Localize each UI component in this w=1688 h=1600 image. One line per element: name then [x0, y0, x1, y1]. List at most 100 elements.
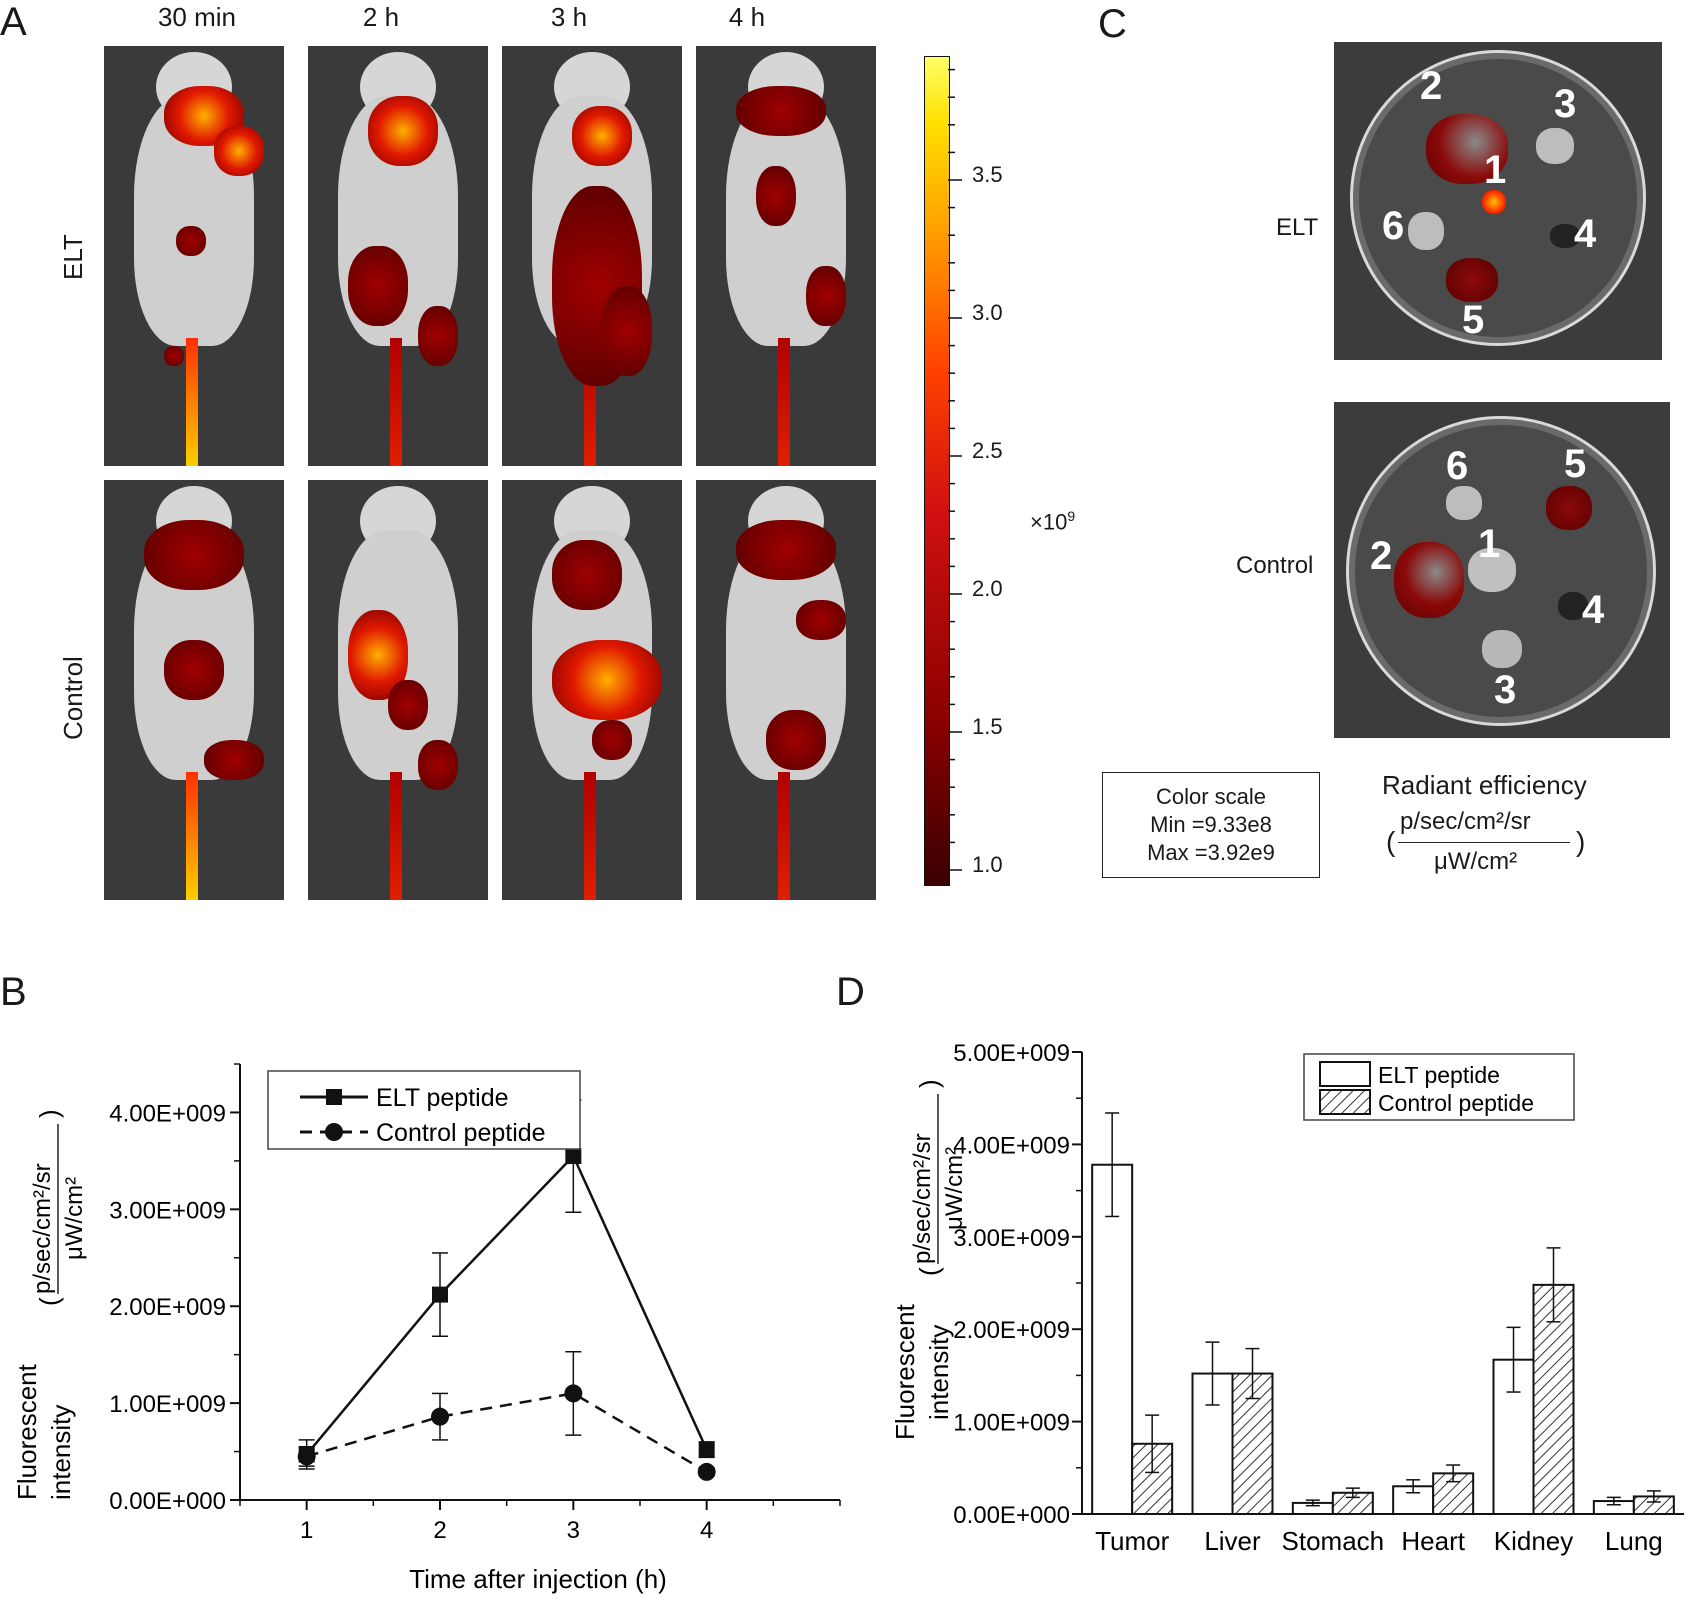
organ-number-elt-4: 4 [1574, 212, 1597, 256]
fluorescence-signal [736, 86, 826, 136]
fluorescence-signal [348, 246, 408, 326]
mouse-tail [390, 338, 402, 466]
chart-b-y-tick-label: 4.00E+009 [109, 1100, 226, 1127]
fluorescence-signal [164, 346, 184, 366]
radiant-efficiency-title: Radiant efficiency [1382, 770, 1587, 800]
chart-d-y-tick-label: 1.00E+009 [953, 1410, 1070, 1437]
fluorescence-signal [572, 106, 632, 166]
organ-control-5 [1546, 486, 1592, 530]
chart-d-y-tick-label: 5.00E+009 [953, 1040, 1070, 1067]
chart-d-legend-label-elt: ELT peptide [1378, 1062, 1500, 1088]
time-label-2h: 2 h [362, 2, 400, 32]
chart-d-y-tick-label: 2.00E+009 [953, 1317, 1070, 1344]
mouse-tail [778, 772, 790, 900]
chart-d-ylabel: Fluorescent [890, 1303, 920, 1440]
color-scale-box: Color scale Min =9.33e8 Max =3.92e9 [1102, 772, 1320, 878]
chart-d-bar-control [1131, 1442, 1174, 1515]
colorbar-multiplier-exponent: 9 [1067, 508, 1076, 524]
panel-letter-a: A [0, 0, 27, 44]
chart-b-legend: ELT peptide Control peptide [267, 1070, 581, 1150]
mouse-image-control-4 [696, 480, 876, 900]
chart-d-ylabel-unit: ( p/sec/cm²/sr μW/cm² ) [909, 1079, 968, 1276]
chart-b-legend-label-elt: ELT peptide [376, 1084, 509, 1112]
mouse-image-control-3 [502, 480, 682, 900]
fluorescence-signal [176, 226, 206, 256]
mouse-tail [186, 338, 198, 466]
colorbar-multiplier-base: ×10 [1030, 509, 1068, 535]
chart-d-ylabel-num: p/sec/cm²/sr [909, 1133, 936, 1264]
chart-b-xlabel: Time after injection (h) [409, 1564, 667, 1594]
organ-control-3 [1482, 630, 1522, 668]
chart-b-x-tick-label: 2 [433, 1517, 446, 1544]
fluorescence-signal [214, 126, 264, 176]
colorbar-tick-label-1.0: 1.0 [972, 852, 1003, 877]
chart-b-y-tick-label: 1.00E+009 [109, 1391, 226, 1418]
radiant-numerator: p/sec/cm²/sr [1400, 808, 1531, 835]
chart-b-legend-marker-control [325, 1123, 343, 1141]
row-label-control: Control [58, 656, 88, 740]
chart-b-y-tick-label: 2.00E+009 [109, 1294, 226, 1321]
color-scale-title: Color scale [1155, 784, 1267, 809]
chart-d-ylabel-paren-open: ( [914, 1267, 944, 1276]
radiant-close-paren: ) [1576, 826, 1586, 857]
dish-label-control: Control [1236, 552, 1314, 579]
chart-d-x-tick-label: Heart [1401, 1526, 1465, 1556]
organ-number-control-4: 4 [1582, 588, 1605, 632]
colorbar [924, 56, 950, 886]
chart-d-ylabel-2: intensity [924, 1325, 954, 1420]
radiant-open-paren: ( [1386, 826, 1396, 857]
organ-elt-1 [1482, 190, 1506, 214]
fluorescence-signal [418, 740, 458, 790]
panel-letter-d: D [836, 970, 865, 1014]
fluorescence-signal [552, 540, 622, 610]
organ-number-control-6: 6 [1446, 444, 1469, 488]
organ-control-4 [1558, 592, 1588, 620]
chart-d-x-tick-label: Stomach [1282, 1526, 1385, 1556]
chart-b-series-line-elt [305, 1153, 708, 1456]
fluorescence-signal [602, 286, 652, 376]
fluorescence-signal [388, 680, 428, 730]
fluorescence-signal [766, 710, 826, 770]
colorbar-multiplier: ×109 [1030, 508, 1075, 535]
mouse-tail [186, 772, 198, 900]
mouse-image-elt-2 [308, 46, 488, 466]
organ-elt-2 [1426, 114, 1508, 184]
organ-number-control-2: 2 [1370, 534, 1393, 578]
mouse-tail [584, 772, 596, 900]
chart-d-x-tick-label: Liver [1204, 1526, 1261, 1556]
chart-b-point-control [431, 1407, 449, 1426]
chart-b-ylabel-paren-open: ( [34, 1297, 64, 1306]
colorbar-tick-label-2.5: 2.5 [972, 438, 1003, 463]
chart-d-ylabel-line1: Fluorescent [890, 1303, 920, 1440]
chart-d-legend: ELT peptide Control peptide [1303, 1053, 1575, 1121]
chart-b-y-tick-label: 3.00E+009 [109, 1197, 226, 1224]
row-label-elt: ELT [58, 234, 88, 280]
mouse-tail [390, 772, 402, 900]
organ-number-elt-3: 3 [1554, 82, 1577, 126]
radiant-fraction-line [1398, 842, 1570, 843]
mouse-image-control-2 [308, 480, 488, 900]
color-scale-min: Min =9.33e8 [1150, 812, 1272, 837]
fluorescence-signal [756, 166, 796, 226]
fluorescence-signal [144, 520, 244, 590]
time-label-4h: 4 h [728, 2, 766, 32]
chart-d-x-tick-label: Kidney [1494, 1526, 1574, 1556]
chart-b-point-elt [565, 1148, 582, 1165]
mouse-image-elt-3 [502, 46, 682, 466]
panel-letter-c: C [1098, 2, 1127, 46]
organ-number-elt-2: 2 [1420, 64, 1443, 108]
chart-b-ylabel: Fluorescent [12, 1363, 42, 1500]
chart-b-legend-box [267, 1070, 581, 1150]
colorbar-tick-label-3.0: 3.0 [972, 300, 1003, 325]
chart-d: 0.00E+000 1.00E+009 2.00E+009 3.00E+009 4.00… [890, 1040, 1684, 1556]
organ-number-elt-5: 5 [1462, 298, 1485, 342]
organ-number-control-5: 5 [1564, 442, 1587, 486]
organ-control-6 [1446, 486, 1482, 520]
chart-b-ylabel-paren-close: ) [34, 1109, 64, 1118]
chart-d-legend-swatch-elt [1319, 1061, 1371, 1087]
organ-elt-5 [1446, 258, 1498, 302]
fluorescence-signal [164, 640, 224, 700]
chart-b-series-line-control [306, 1392, 708, 1473]
chart-b-legend-label-control: Control peptide [376, 1119, 546, 1147]
time-label-30min: 30 min [157, 2, 237, 32]
